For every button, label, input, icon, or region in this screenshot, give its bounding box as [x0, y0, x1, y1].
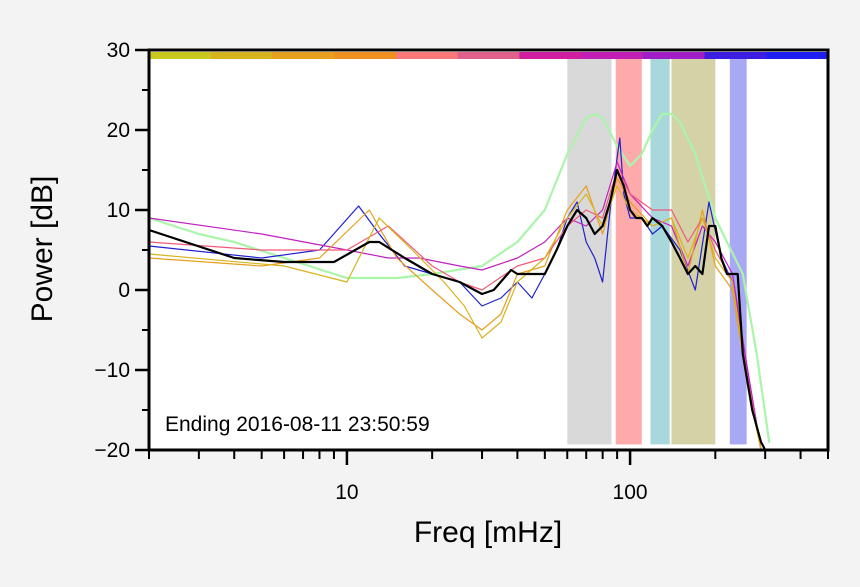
- series-line-2: [149, 112, 771, 444]
- top-band-segment-3: [272, 52, 335, 59]
- x-tick-label-2: 100: [613, 481, 648, 504]
- top-band-segment-10: [704, 52, 767, 59]
- y-axis-label: Power [dB]: [26, 176, 59, 323]
- top-band-segment-7: [519, 52, 582, 59]
- top-band-segment-4: [334, 52, 397, 59]
- y-tick-label-5: 20: [107, 119, 130, 142]
- top-band-segment-8: [581, 52, 644, 59]
- ending-timestamp-annotation: Ending 2016-08-11 23:50:59: [165, 413, 430, 436]
- top-band-segment-1: [149, 52, 212, 59]
- y-tick-label-1: −20: [94, 439, 130, 462]
- y-tick-label-2: −10: [94, 359, 130, 382]
- x-axis-label: Freq [mHz]: [414, 516, 562, 549]
- shaded-band-2: [615, 54, 642, 445]
- shaded-band-5: [729, 54, 747, 445]
- y-tick-label-6: 30: [107, 39, 130, 62]
- top-band-segment-5: [395, 52, 459, 59]
- series-group: [149, 112, 771, 450]
- top-band-segment-9: [642, 52, 706, 59]
- series-line-3: [149, 137, 762, 450]
- x-tick-label-1: 10: [335, 481, 358, 504]
- axes: −20 −10 0 10 20 30 10 100: [94, 39, 830, 504]
- top-band-segment-2: [210, 52, 273, 59]
- series-line-1: [149, 168, 767, 450]
- y-tick-label-3: 0: [118, 279, 130, 302]
- top-band-segment-6: [457, 52, 520, 59]
- plot-area: [149, 50, 829, 450]
- top-band-segment-11: [766, 52, 829, 59]
- series-line-7: [149, 185, 762, 450]
- y-tick-label-4: 10: [107, 199, 130, 222]
- plot-background: [149, 50, 828, 450]
- shaded-band-3: [650, 54, 670, 445]
